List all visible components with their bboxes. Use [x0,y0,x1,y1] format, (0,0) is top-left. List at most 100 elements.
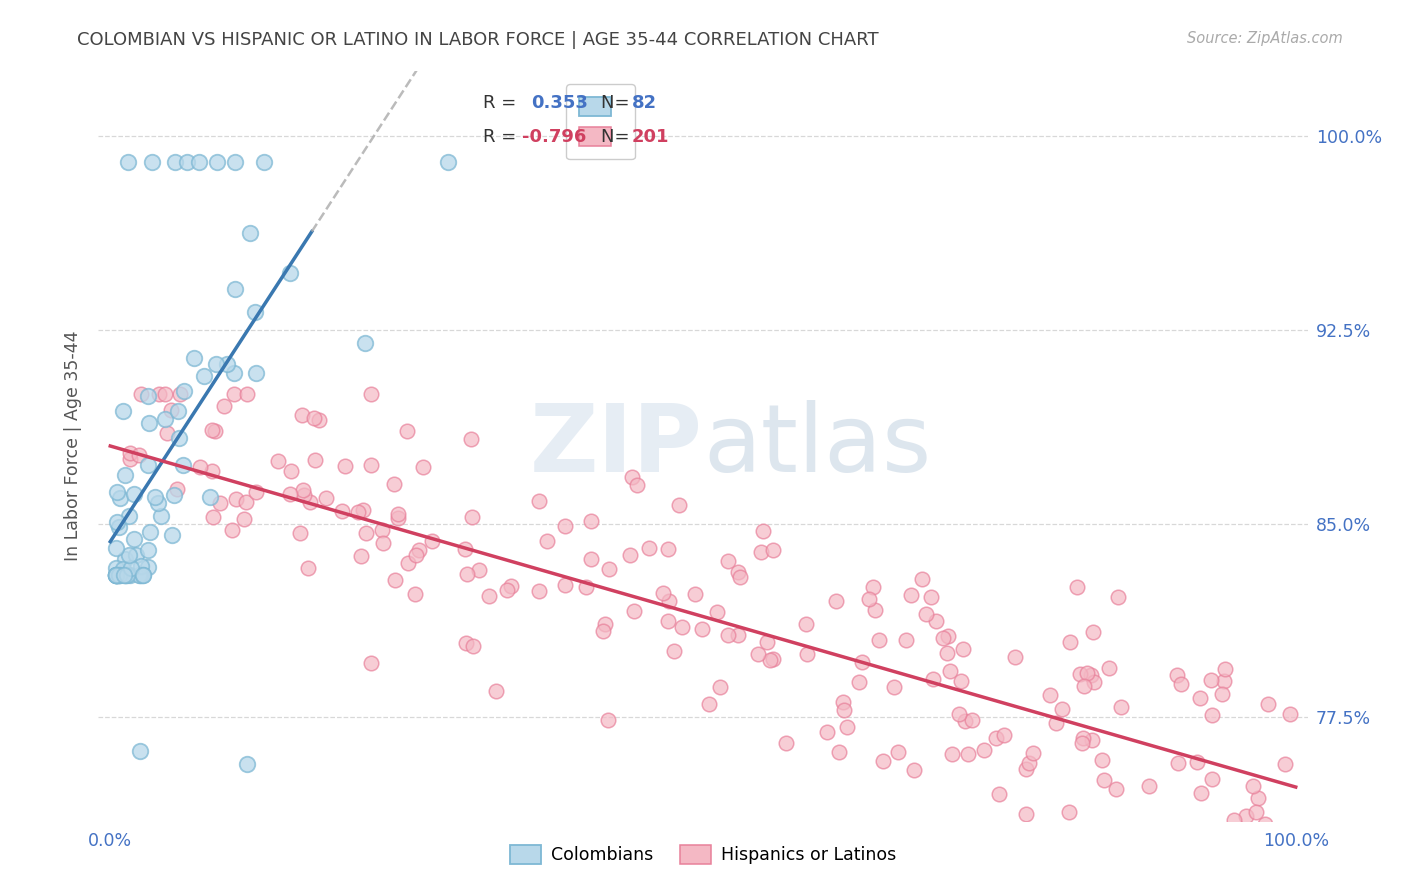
Text: 0.353: 0.353 [531,94,588,112]
Point [141,154,163,169]
Point [315,491,337,505]
Point [973,743,995,757]
Point [167,432,190,446]
Point [709,681,731,695]
Point [1211,687,1233,701]
Point [581,514,603,528]
Point [662,643,685,657]
Point [224,154,246,169]
Text: 201: 201 [631,128,669,145]
Point [408,542,430,557]
Point [1015,763,1038,777]
Point [201,464,224,478]
Point [304,453,326,467]
Point [222,366,245,380]
Point [1092,773,1115,788]
Point [960,713,983,727]
Point [1279,706,1302,721]
Point [221,523,243,537]
Point [936,629,959,643]
Point [651,586,673,600]
Point [198,490,221,504]
Point [1109,699,1132,714]
Point [129,744,152,758]
Point [222,387,245,401]
Text: -0.796: -0.796 [522,128,586,145]
Point [105,568,128,582]
Point [212,399,235,413]
Point [658,594,681,608]
Point [1188,691,1211,706]
Point [1241,780,1264,794]
Point [831,696,853,710]
Point [235,495,257,509]
Point [461,640,484,654]
Point [112,404,135,418]
Point [762,652,785,666]
Point [371,523,394,537]
Point [727,565,749,579]
Point [412,459,434,474]
Point [1201,673,1223,688]
Point [208,496,231,510]
Point [253,154,276,169]
Point [915,607,938,621]
Point [132,568,155,582]
Point [454,636,477,650]
Point [360,387,382,401]
Point [118,568,141,582]
Point [166,404,188,418]
Point [291,408,314,422]
Point [112,568,135,582]
Point [796,616,818,631]
Point [863,603,886,617]
Point [903,763,925,777]
Point [478,589,501,603]
Point [858,592,880,607]
Point [728,570,751,584]
Point [468,563,491,577]
Point [1137,779,1160,793]
Point [105,568,128,582]
Legend: , : , [567,84,634,159]
Point [169,387,191,401]
Point [1189,786,1212,800]
Point [1234,808,1257,822]
Text: R =: R = [482,128,522,145]
Point [1070,736,1092,750]
Point [993,728,1015,742]
Point [128,448,150,462]
Point [404,587,426,601]
Point [105,568,128,582]
Point [350,549,373,563]
Point [1213,673,1236,688]
Point [105,561,128,575]
Point [690,622,713,636]
Point [114,568,136,582]
Point [1080,667,1102,681]
Point [153,387,176,401]
Point [775,736,797,750]
Point [107,568,129,582]
Point [1004,650,1026,665]
Point [1071,731,1094,745]
Point [396,556,419,570]
Text: 82: 82 [631,94,657,112]
Point [124,487,146,501]
Point [193,369,215,384]
Point [868,633,890,648]
Point [153,412,176,426]
Point [984,731,1007,745]
Point [105,484,128,499]
Point [136,389,159,403]
Point [668,498,690,512]
Point [717,628,740,642]
Point [239,226,262,240]
Point [592,624,614,638]
Point [1257,697,1279,711]
Point [1223,813,1246,827]
Point [371,536,394,550]
Point [596,713,619,727]
Point [129,559,152,574]
Point [832,702,855,716]
